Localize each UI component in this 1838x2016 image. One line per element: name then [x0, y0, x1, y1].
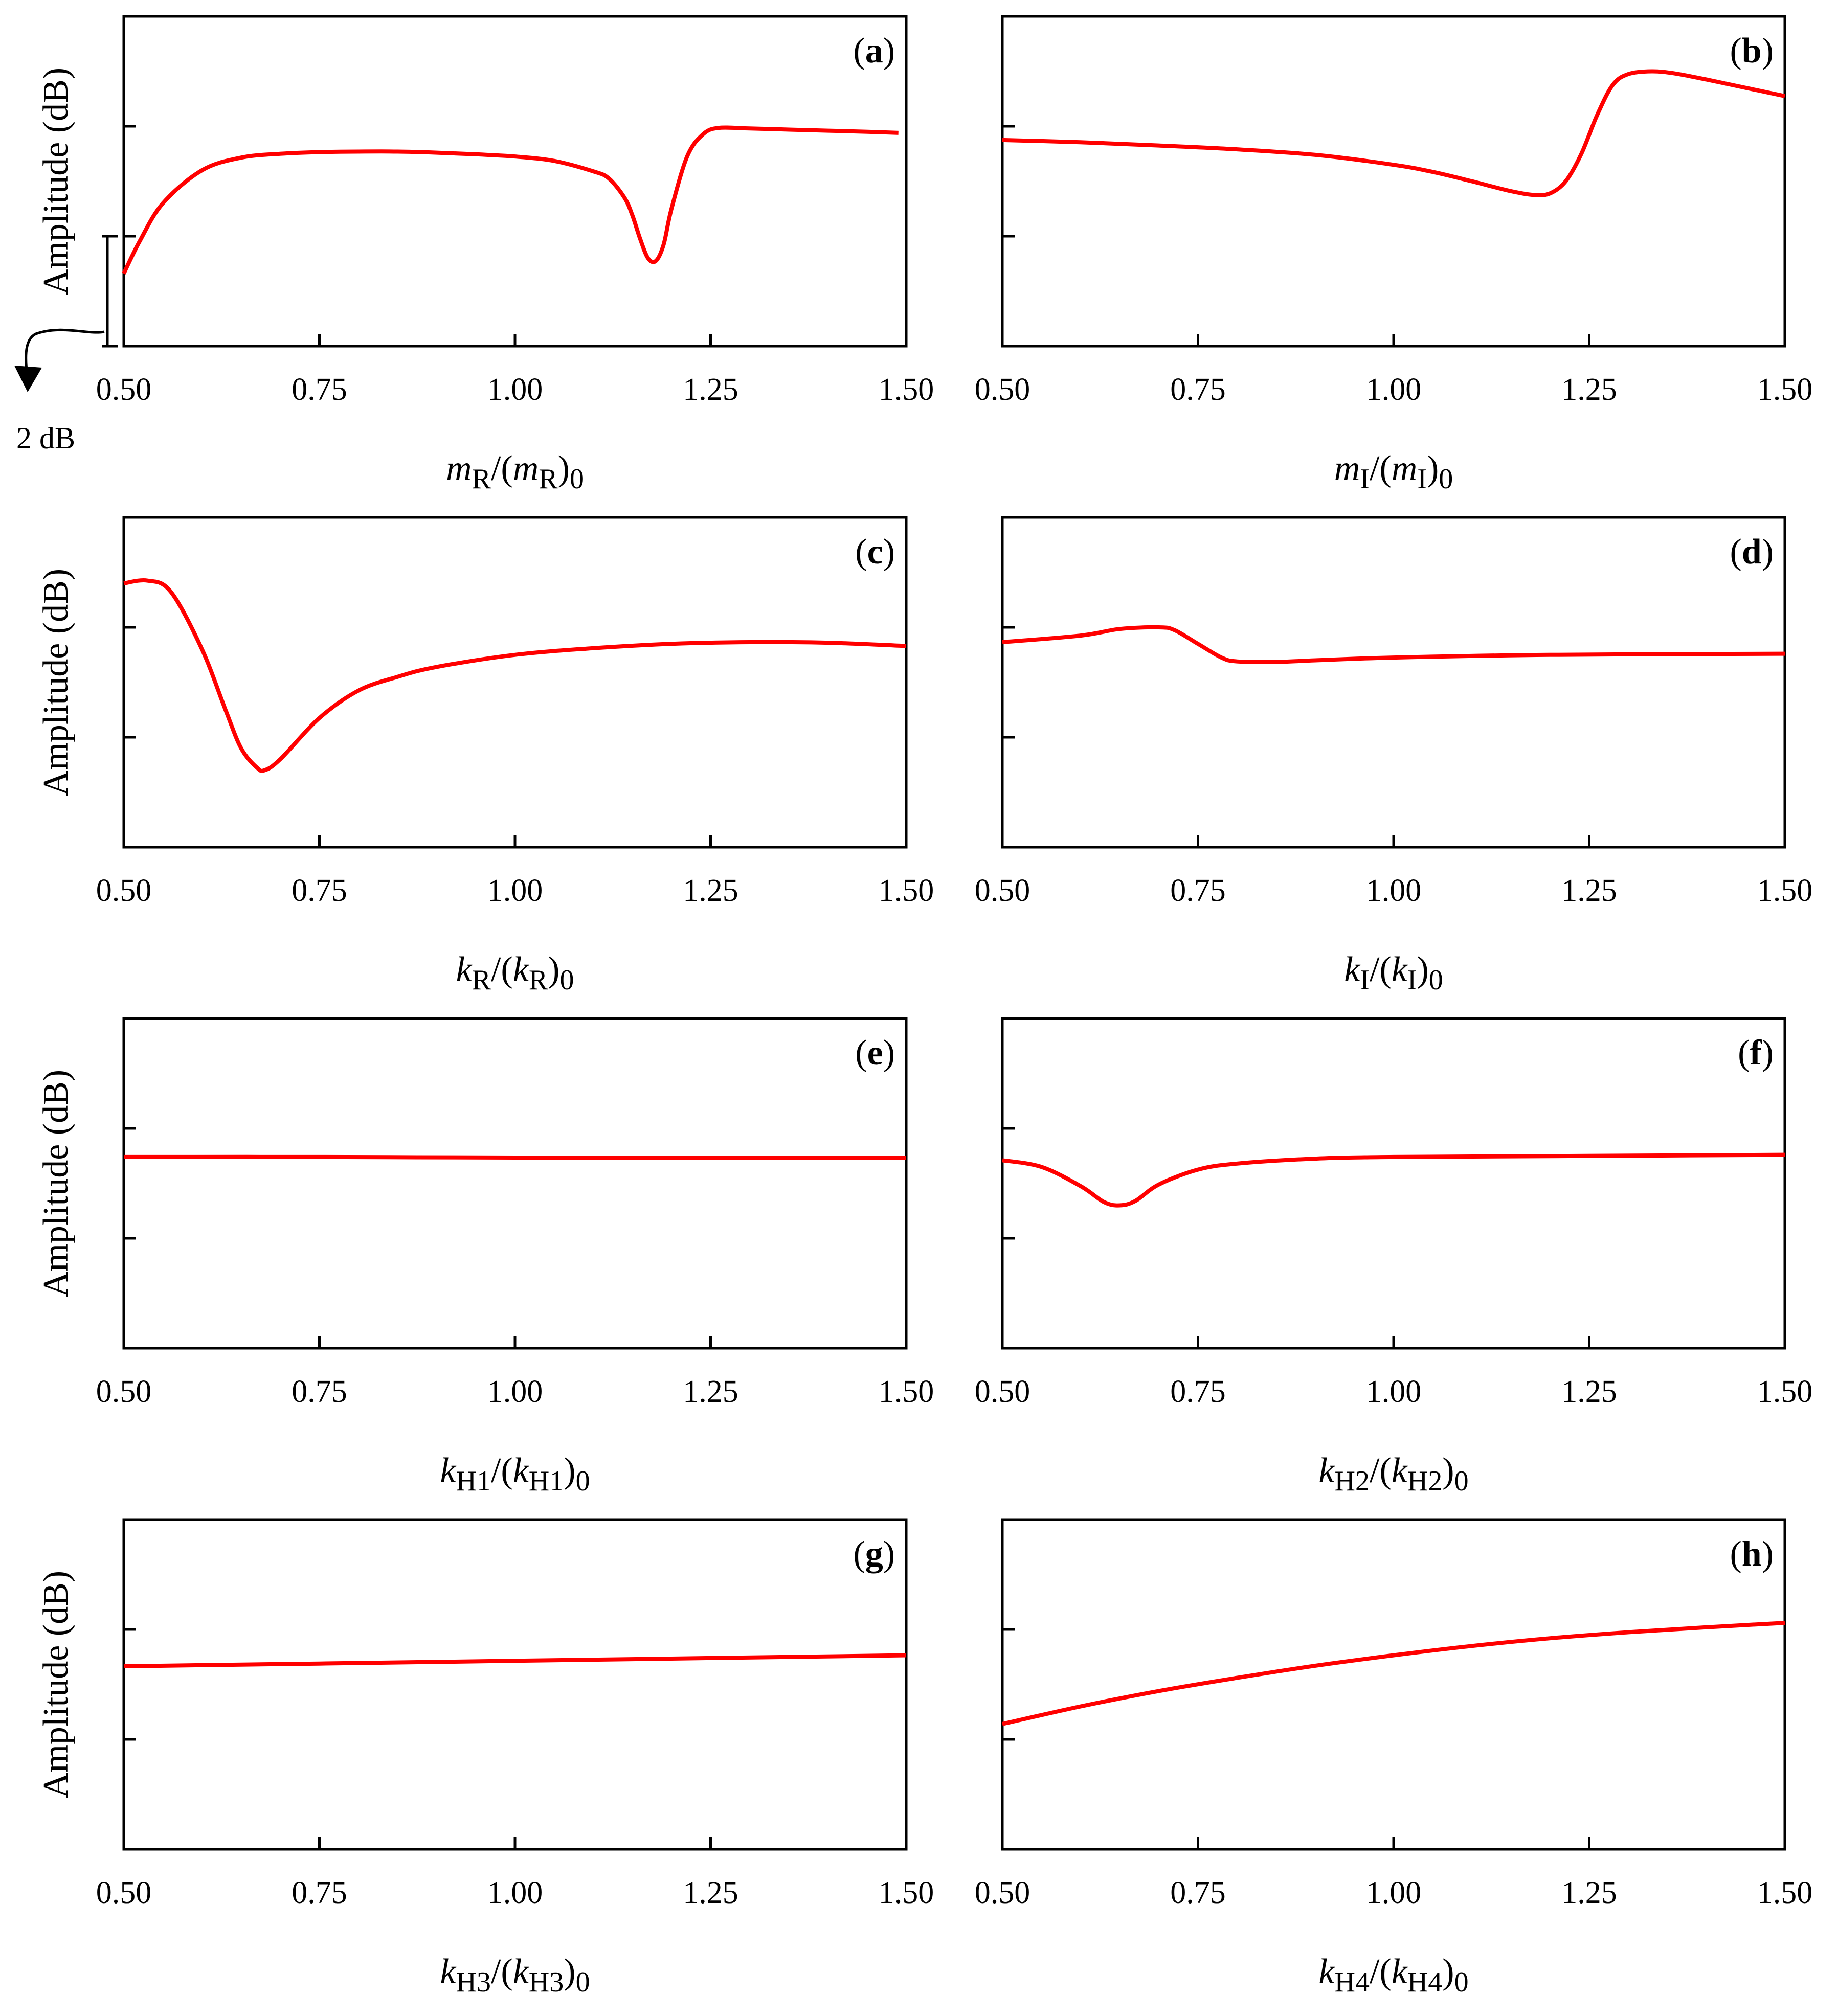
x-tick-label: 1.50: [879, 372, 934, 407]
x-tick-label: 1.50: [879, 1875, 934, 1910]
x-axis-title: kI/(kI)0: [1344, 950, 1443, 996]
x-tick-label: 1.00: [487, 873, 543, 908]
chart-panel-h: 0.50 0.75 1.00 1.25 1.50 kH4/(kH4)0 (h): [975, 1518, 1813, 1998]
scale-arrow-head: [14, 366, 42, 392]
plot-frame: [122, 1518, 908, 1851]
series-line: [1002, 69, 1785, 197]
plot-frame: [122, 15, 908, 348]
x-tick-label: 1.50: [1757, 1374, 1813, 1409]
series-line: [123, 1653, 907, 1668]
x-tick-label: 1.25: [1561, 1374, 1617, 1409]
series-line: [1002, 1152, 1785, 1208]
x-tick-label: 0.75: [1170, 372, 1226, 407]
plot-frame: [1001, 15, 1786, 348]
x-tick-label: 1.50: [1757, 1875, 1813, 1910]
x-axis-title: mR/(mR)0: [446, 449, 584, 495]
scale-arrow: [25, 328, 105, 379]
plot-frame: [1001, 516, 1786, 849]
series-line: [122, 125, 899, 275]
x-axis-title: kH4/(kH4)0: [1318, 1952, 1468, 1998]
series-line: [1002, 625, 1785, 664]
x-tick-label: 1.00: [1366, 1374, 1422, 1409]
chart-panel-d: 0.50 0.75 1.00 1.25 1.50 kI/(kI)0 (d): [975, 516, 1813, 996]
plot-frame: [122, 1017, 908, 1350]
x-tick-label: 0.75: [292, 372, 347, 407]
chart-panel-e: 0.50 0.75 1.00 1.25 1.50 kH1/(kH1)0 Amplitude …: [36, 1017, 934, 1497]
x-tick-label: 1.00: [487, 1875, 543, 1910]
x-tick-label: 0.75: [1170, 873, 1226, 908]
x-tick-label: 0.75: [292, 1374, 347, 1409]
y-axis-title: Amplitude (dB): [36, 1571, 76, 1798]
series-line: [1002, 1621, 1785, 1726]
x-tick-label: 0.50: [975, 1374, 1030, 1409]
x-tick-label: 0.75: [292, 1875, 347, 1910]
chart-panel-b: 0.50 0.75 1.00 1.25 1.50 mI/(mI)0 (b): [975, 15, 1813, 495]
panel-label: (b): [1730, 31, 1774, 71]
x-tick-label: 0.75: [1170, 1875, 1226, 1910]
series-line: [123, 578, 907, 773]
panel-label: (h): [1730, 1534, 1774, 1574]
x-axis-title: kH1/(kH1)0: [440, 1451, 590, 1497]
plot-frame: [122, 516, 908, 849]
x-tick-label: 1.50: [1757, 873, 1813, 908]
x-tick-label: 0.75: [1170, 1374, 1226, 1409]
chart-panel-a: 0.50 0.75 1.00 1.25 1.50 mR/(mR)0 Amplitude (d…: [14, 15, 934, 495]
chart-panel-g: 0.50 0.75 1.00 1.25 1.50 kH3/(kH3)0 Amplitude …: [36, 1518, 934, 1998]
y-axis-title: Amplitude (dB): [36, 67, 76, 295]
panel-label: (g): [853, 1534, 895, 1574]
x-axis-title: mI/(mI)0: [1334, 449, 1453, 495]
panel-label: (e): [855, 1033, 895, 1073]
x-tick-label: 1.00: [1366, 372, 1422, 407]
x-tick-label: 1.25: [1561, 1875, 1617, 1910]
x-tick-label: 1.25: [683, 873, 738, 908]
x-tick-label: 1.25: [683, 1875, 738, 1910]
plot-frame: [1001, 1017, 1786, 1350]
x-tick-label: 0.50: [975, 372, 1030, 407]
x-tick-label: 0.50: [96, 372, 152, 407]
x-tick-label: 1.50: [1757, 372, 1813, 407]
x-tick-label: 1.25: [683, 1374, 738, 1409]
x-axis-title: kR/(kR)0: [456, 950, 574, 996]
x-tick-label: 0.50: [96, 873, 152, 908]
x-tick-label: 0.50: [975, 873, 1030, 908]
x-tick-label: 1.00: [1366, 1875, 1422, 1910]
x-tick-label: 0.50: [975, 1875, 1030, 1910]
plot-frame: [1001, 1518, 1786, 1851]
chart-panel-c: 0.50 0.75 1.00 1.25 1.50 kR/(kR)0 Amplitude (d…: [36, 516, 934, 996]
x-axis-title: kH3/(kH3)0: [440, 1952, 590, 1998]
x-tick-label: 1.00: [487, 372, 543, 407]
x-tick-label: 0.75: [292, 873, 347, 908]
x-tick-label: 1.25: [683, 372, 738, 407]
x-tick-label: 0.50: [96, 1875, 152, 1910]
chart-panel-f: 0.50 0.75 1.00 1.25 1.50 kH2/(kH2)0 (f): [975, 1017, 1813, 1497]
panel-label: (a): [853, 31, 895, 71]
scale-bar-label: 2 dB: [16, 421, 75, 455]
panel-label: (f): [1738, 1033, 1774, 1073]
series-line: [123, 1154, 906, 1160]
x-tick-label: 1.50: [879, 1374, 934, 1409]
x-tick-label: 0.50: [96, 1374, 152, 1409]
x-axis-title: kH2/(kH2)0: [1318, 1451, 1468, 1497]
x-tick-label: 1.50: [879, 873, 934, 908]
y-axis-title: Amplitude (dB): [36, 569, 76, 796]
panel-label: (d): [1730, 532, 1774, 572]
y-axis-title: Amplitude (dB): [36, 1070, 76, 1297]
x-tick-label: 1.25: [1561, 873, 1617, 908]
x-tick-label: 1.25: [1561, 372, 1617, 407]
panel-label: (c): [855, 532, 895, 572]
x-tick-label: 1.00: [487, 1374, 543, 1409]
x-tick-label: 1.00: [1366, 873, 1422, 908]
